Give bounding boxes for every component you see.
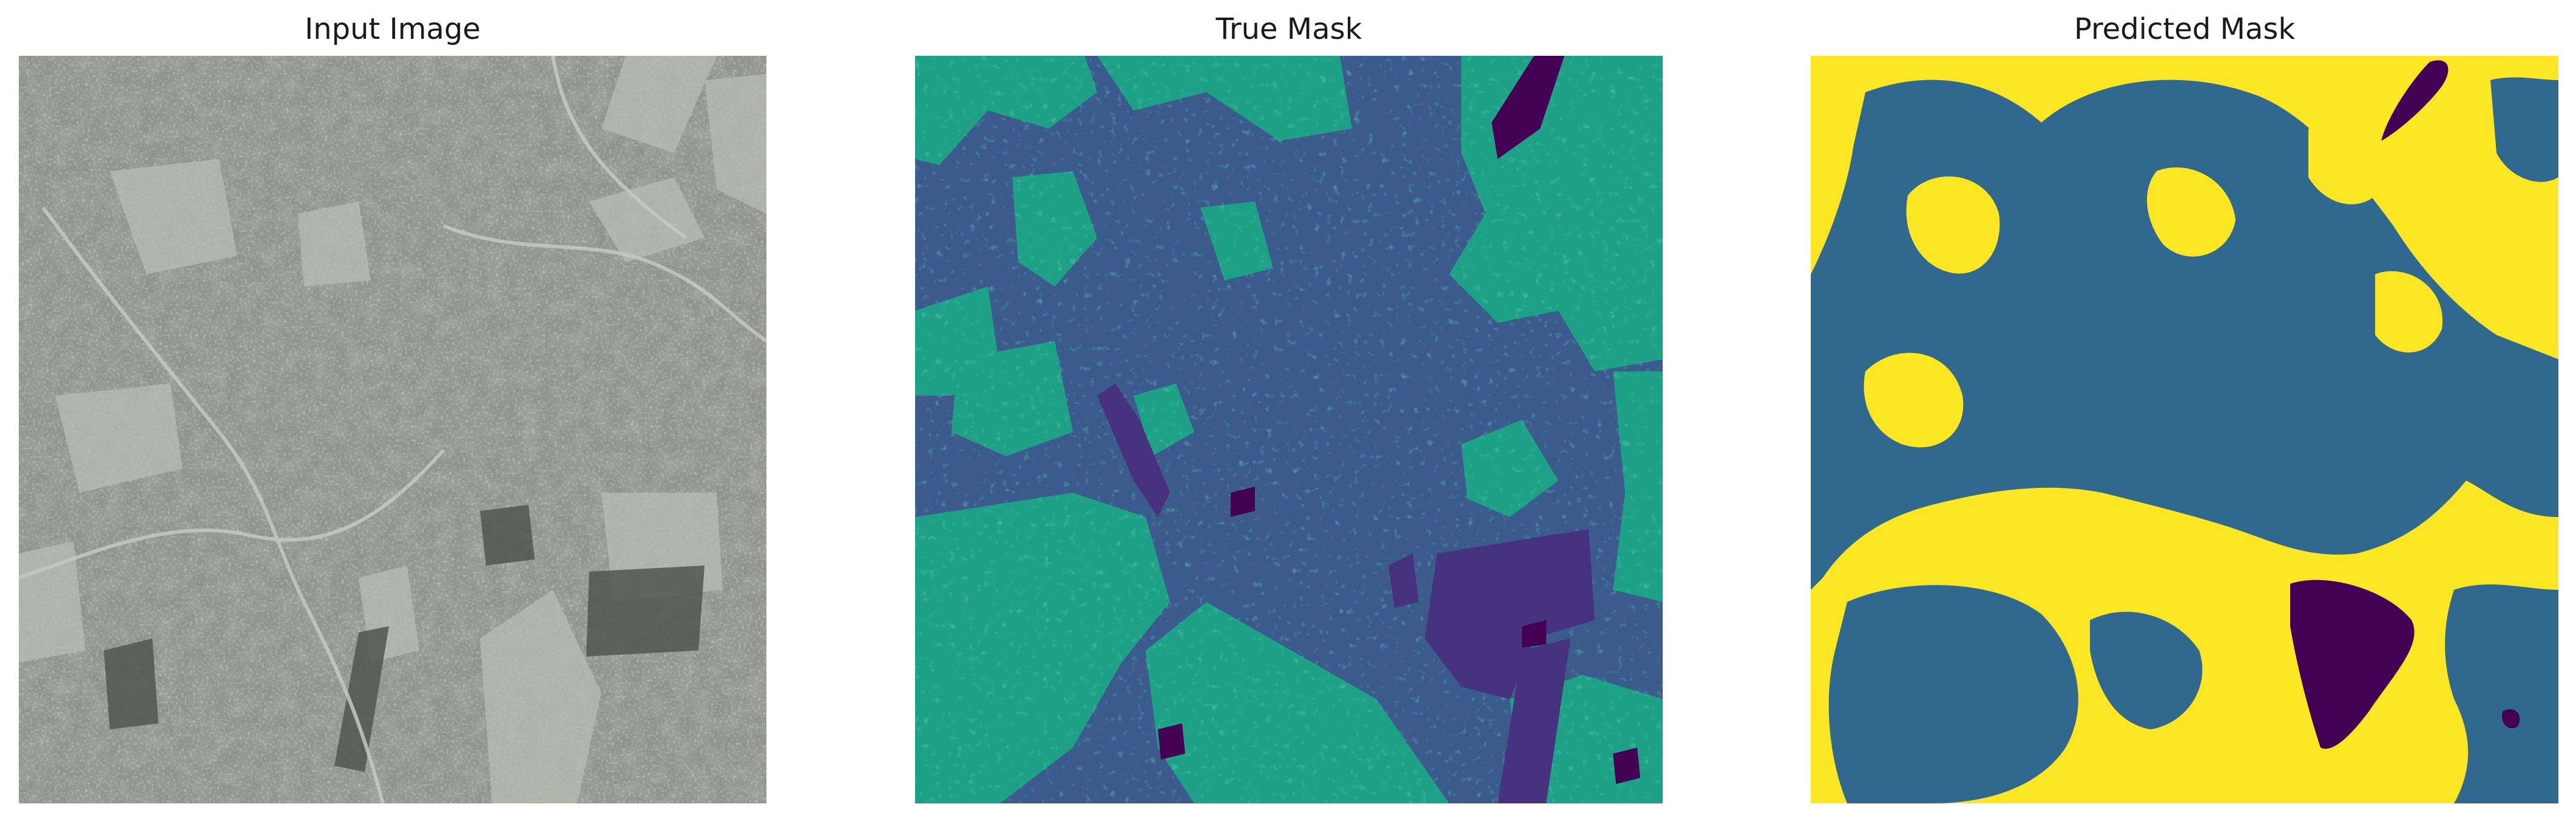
panel-input-image: Input Image [19,0,766,821]
panel-predicted-mask: Predicted Mask [1811,0,2558,821]
panel-title-predicted-mask: Predicted Mask [2074,12,2296,46]
panel-title-true-mask: True Mask [1215,12,1362,46]
panel-true-mask: True Mask [915,0,1663,821]
predicted-mask-image [1811,56,2558,803]
panel-title-input: Input Image [305,12,481,46]
input-satellite-image [19,56,766,803]
true-mask-image [915,56,1663,803]
